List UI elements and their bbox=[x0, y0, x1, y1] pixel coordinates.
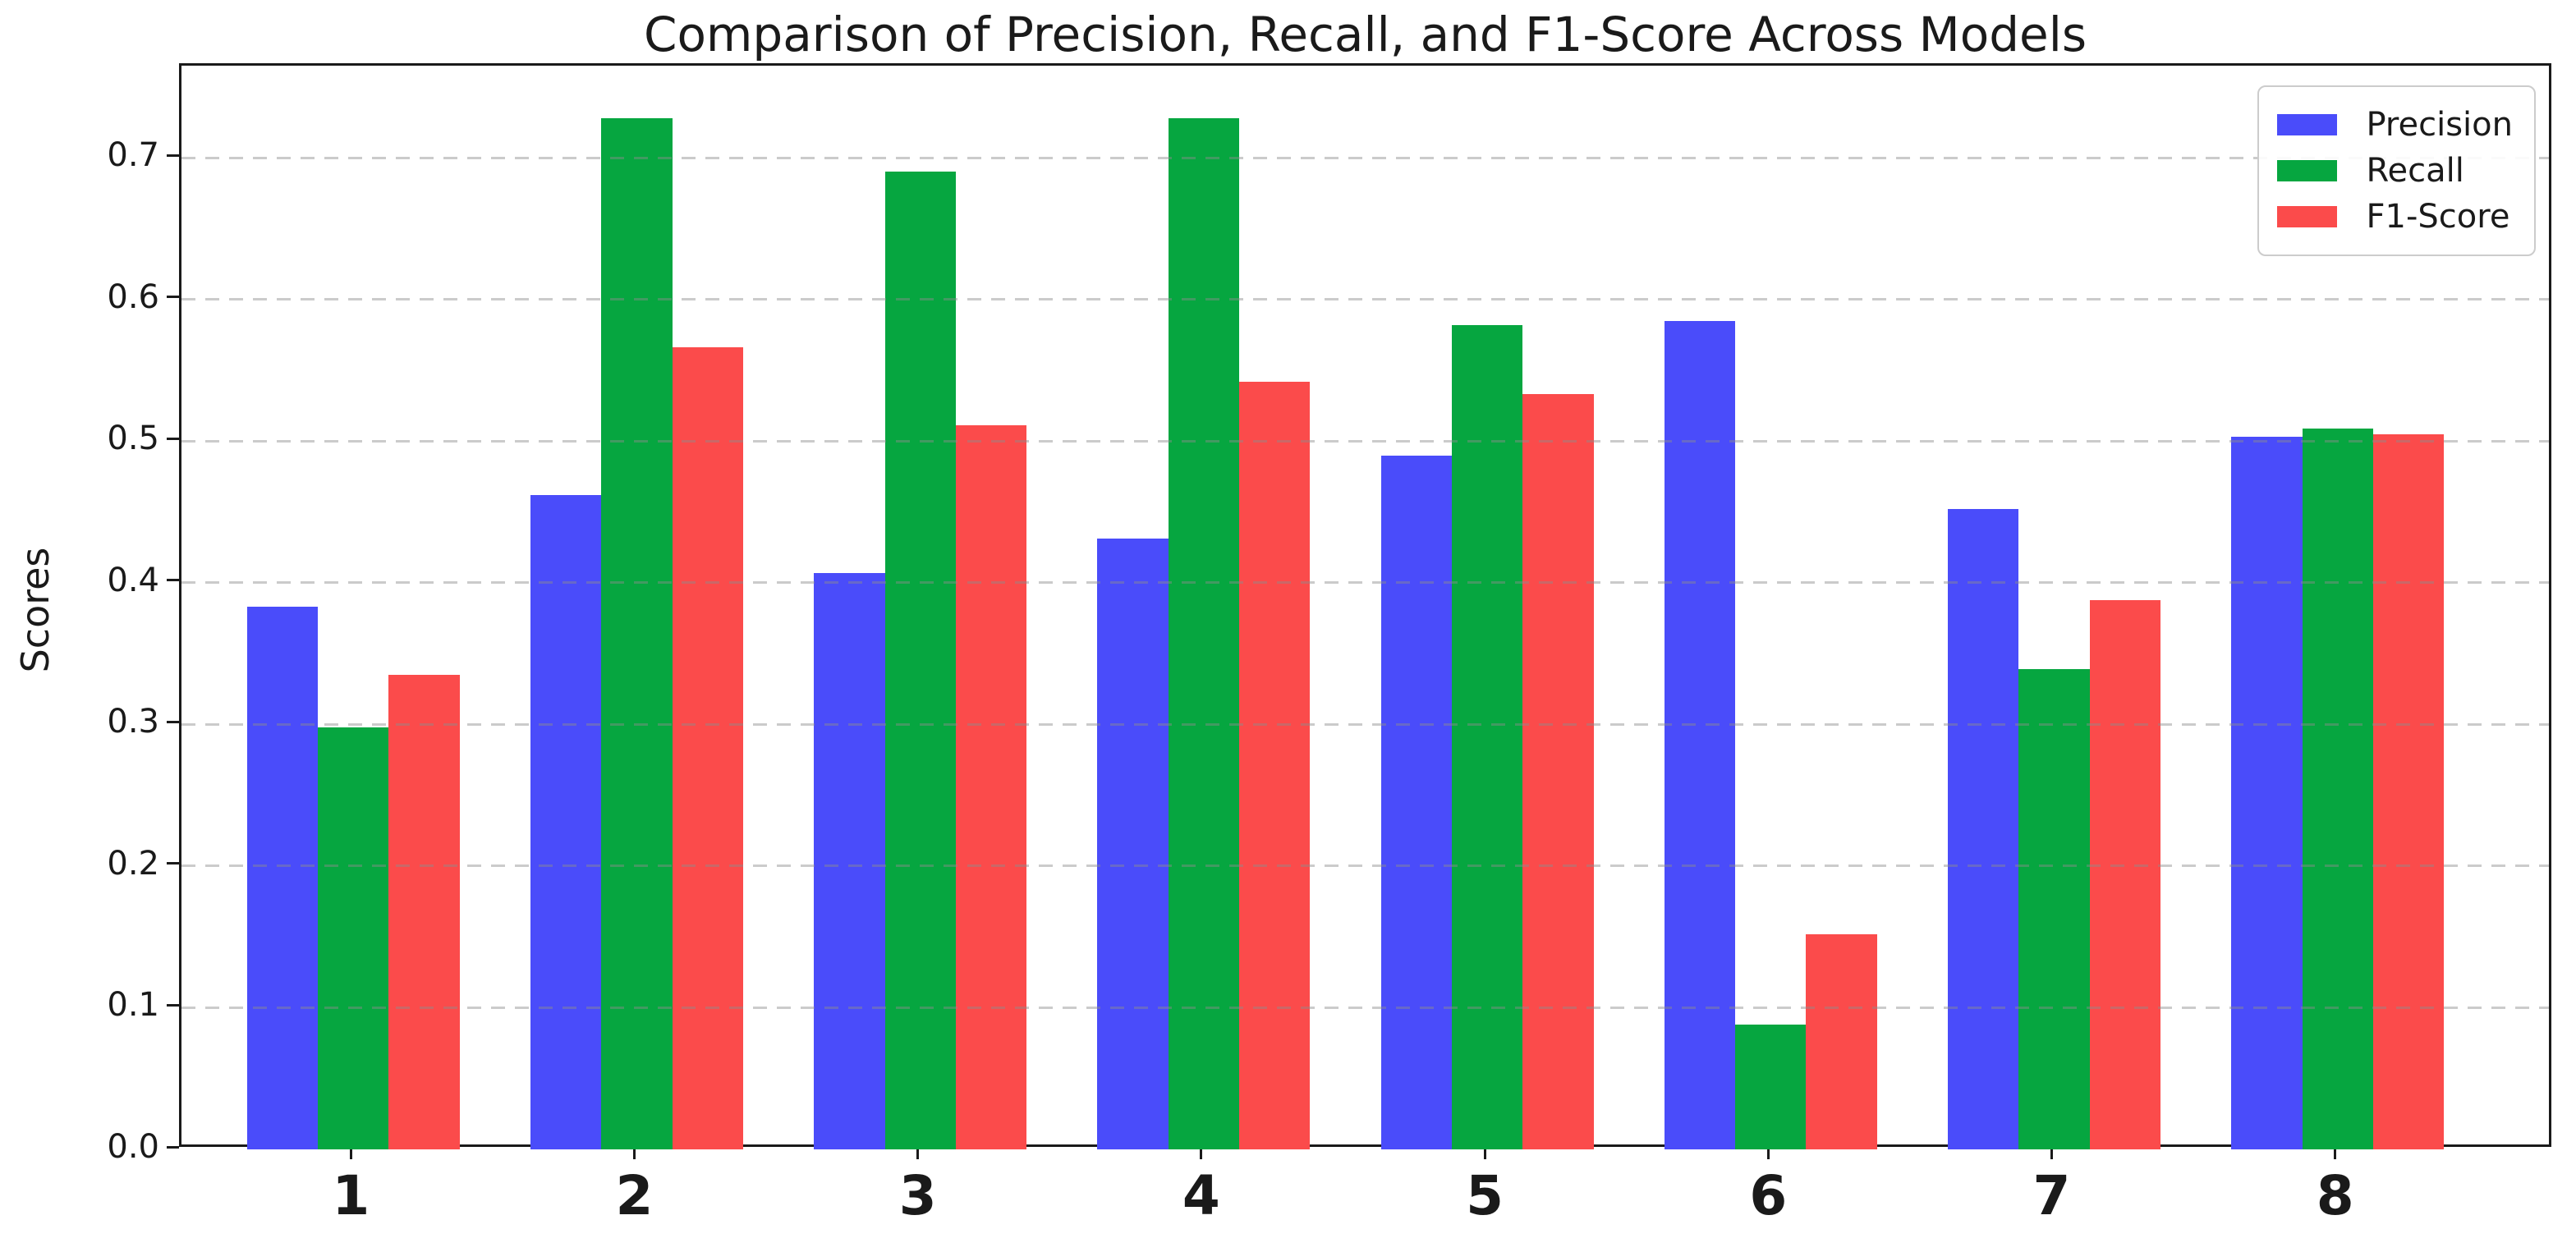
gridline bbox=[181, 156, 2549, 159]
y-tick-mark bbox=[167, 720, 179, 723]
bar-recall-7 bbox=[2018, 669, 2090, 1149]
y-tick-label: 0.5 bbox=[107, 420, 159, 458]
legend-label: Recall bbox=[2366, 152, 2464, 190]
y-axis-label: Scores bbox=[13, 547, 57, 673]
bar-f1-score-1 bbox=[388, 674, 460, 1149]
gridline bbox=[181, 581, 2549, 585]
x-tick-mark bbox=[916, 1147, 920, 1159]
gridline bbox=[181, 722, 2549, 726]
y-tick-mark bbox=[167, 154, 179, 157]
bar-f1-score-5 bbox=[1522, 394, 1594, 1149]
bar-f1-score-6 bbox=[1806, 933, 1877, 1149]
bar-precision-8 bbox=[2231, 437, 2303, 1149]
bar-recall-5 bbox=[1451, 324, 1523, 1149]
bar-precision-3 bbox=[814, 572, 885, 1149]
gridline bbox=[181, 864, 2549, 868]
y-tick-mark bbox=[167, 862, 179, 865]
bar-f1-score-7 bbox=[2089, 599, 2160, 1149]
legend-label: Precision bbox=[2366, 106, 2513, 144]
x-tick-label: 8 bbox=[2316, 1164, 2354, 1227]
y-tick-label: 0.6 bbox=[107, 277, 159, 316]
legend-swatch-icon bbox=[2276, 206, 2337, 227]
legend-item: F1-Score bbox=[2276, 194, 2513, 240]
y-tick-label: 0.2 bbox=[107, 844, 159, 883]
y-tick-mark bbox=[167, 437, 179, 440]
x-tick-label: 4 bbox=[1182, 1164, 1220, 1227]
legend-swatch-icon bbox=[2276, 114, 2337, 135]
plot-area: Precision Recall F1-Score bbox=[179, 63, 2551, 1149]
chart-title: Comparison of Precision, Recall, and F1-… bbox=[643, 7, 2087, 62]
y-tick-label: 0.3 bbox=[107, 703, 159, 741]
bar-recall-8 bbox=[2302, 428, 2373, 1149]
bar-precision-4 bbox=[1097, 539, 1169, 1149]
bar-f1-score-2 bbox=[672, 347, 743, 1149]
bar-f1-score-4 bbox=[1239, 381, 1311, 1149]
y-tick-mark bbox=[167, 1003, 179, 1007]
y-tick-mark bbox=[167, 1145, 179, 1149]
gridline bbox=[181, 298, 2549, 301]
bar-recall-4 bbox=[1168, 117, 1240, 1149]
legend-item: Recall bbox=[2276, 148, 2513, 194]
bar-f1-score-8 bbox=[2372, 433, 2445, 1149]
bar-precision-5 bbox=[1380, 455, 1452, 1149]
bar-recall-1 bbox=[318, 727, 389, 1149]
legend: Precision Recall F1-Score bbox=[2257, 85, 2536, 256]
gridline bbox=[181, 1006, 2549, 1009]
legend-swatch-icon bbox=[2276, 160, 2337, 181]
x-tick-label: 6 bbox=[1749, 1164, 1788, 1227]
x-tick-mark bbox=[2334, 1147, 2337, 1159]
x-tick-mark bbox=[633, 1147, 636, 1159]
x-tick-mark bbox=[2050, 1147, 2053, 1159]
y-tick-mark bbox=[167, 296, 179, 299]
x-tick-mark bbox=[349, 1147, 352, 1159]
bar-recall-2 bbox=[601, 117, 673, 1149]
bar-precision-2 bbox=[530, 494, 602, 1149]
x-tick-label: 5 bbox=[1466, 1164, 1504, 1227]
x-tick-mark bbox=[1200, 1147, 1203, 1159]
bar-precision-1 bbox=[246, 607, 319, 1149]
x-tick-label: 2 bbox=[615, 1164, 654, 1227]
bar-recall-3 bbox=[884, 172, 956, 1149]
gridline bbox=[181, 439, 2549, 443]
bar-recall-6 bbox=[1735, 1025, 1807, 1149]
x-tick-mark bbox=[1766, 1147, 1770, 1159]
bar-f1-score-3 bbox=[955, 425, 1027, 1149]
y-tick-label: 0.4 bbox=[107, 561, 159, 599]
bar-precision-7 bbox=[1948, 509, 2019, 1149]
x-tick-mark bbox=[1483, 1147, 1486, 1159]
y-tick-label: 0.1 bbox=[107, 986, 159, 1025]
legend-item: Precision bbox=[2276, 102, 2513, 148]
legend-label: F1-Score bbox=[2366, 198, 2510, 236]
y-tick-mark bbox=[167, 579, 179, 582]
bar-precision-6 bbox=[1664, 320, 1736, 1149]
x-tick-label: 1 bbox=[332, 1164, 370, 1227]
x-tick-label: 7 bbox=[2032, 1164, 2071, 1227]
y-tick-label: 0.0 bbox=[107, 1128, 159, 1166]
y-tick-label: 0.7 bbox=[107, 136, 159, 175]
x-tick-label: 3 bbox=[898, 1164, 937, 1227]
